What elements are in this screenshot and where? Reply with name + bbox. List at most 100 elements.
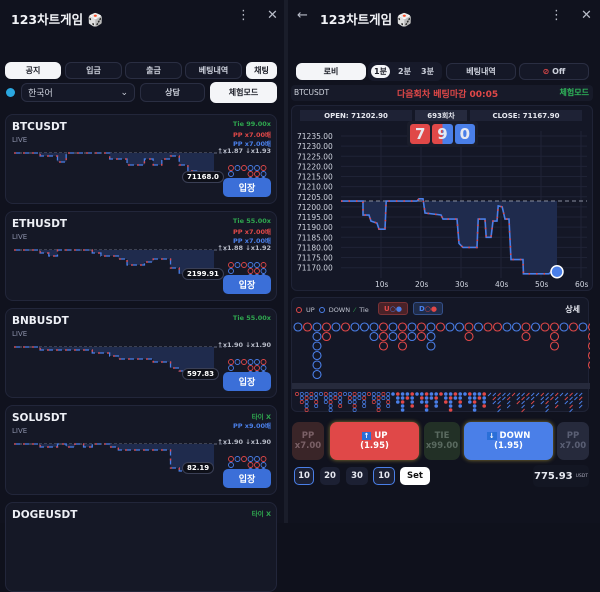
road-bead — [559, 322, 569, 332]
card-odds-line: ↑x1.87 ↓x1.93 — [217, 147, 271, 155]
u-label: U — [384, 304, 390, 313]
road-bead — [473, 322, 484, 332]
road-bead — [312, 350, 322, 361]
card-odds-line: ↑x1.90 ↓x1.90 — [217, 341, 271, 349]
down-predict-button[interactable]: D ○● — [413, 302, 443, 315]
bead-small — [352, 396, 357, 400]
period-1m[interactable]: 1분 — [371, 65, 390, 78]
bead-dot — [482, 396, 486, 400]
bead-slash — [550, 392, 554, 397]
tab-bet-history[interactable]: 베팅내역 — [185, 62, 242, 79]
bead-small — [362, 392, 367, 396]
bead-dot — [396, 392, 400, 396]
dice-icon: 🎲 — [87, 12, 104, 27]
bead-slash — [569, 392, 573, 397]
bead-slash — [502, 396, 506, 401]
more-icon[interactable]: ⋮ — [550, 8, 563, 23]
tab-withdraw[interactable]: 출금 — [125, 62, 182, 79]
enter-button[interactable]: 입장 — [223, 469, 271, 488]
mini-road-bead — [260, 359, 267, 365]
market-card-solusdt: SOLUSDT LIVE 타이 X PP x9.00배 ↑x1.90 ↓x1.90 입장 8… — [5, 405, 277, 495]
card-odds-line: PP x7.00배 — [232, 131, 271, 139]
lobby-button[interactable]: 로비 — [296, 63, 366, 80]
bead-slash — [545, 400, 549, 405]
bead-dot — [410, 400, 414, 404]
bead-slash — [516, 400, 521, 405]
card-price-tag: 82.19 — [182, 462, 215, 474]
language-select[interactable]: 한국어 ⌄ — [21, 83, 135, 102]
bead-slash — [502, 392, 506, 397]
bead-slash — [540, 392, 545, 397]
tie-label: TIE — [434, 431, 450, 441]
tab-notice[interactable]: 공지 — [5, 62, 61, 79]
info-bar: BTCUSDT 다음회차 베팅마감 00:05 체험모드 — [291, 85, 593, 101]
up-bet-button[interactable]: ↑ UP (1.95) — [330, 422, 419, 460]
enter-button[interactable]: 입장 — [223, 275, 271, 294]
pp-left-button[interactable]: PP x7.00 — [292, 422, 324, 460]
back-arrow-icon[interactable]: ← — [297, 8, 308, 23]
chip-10[interactable]: 10 — [294, 467, 314, 485]
enter-button[interactable]: 입장 — [223, 372, 271, 391]
bead-slash — [554, 396, 559, 401]
enter-button[interactable]: 입장 — [223, 178, 271, 197]
bead-small — [386, 396, 391, 400]
consult-button[interactable]: 상담 — [140, 83, 205, 102]
bead-slash — [516, 392, 521, 397]
road-bead — [587, 361, 590, 369]
period-2m[interactable]: 2분 — [398, 67, 411, 76]
bead-dot — [429, 392, 434, 396]
pp-right-button[interactable]: PP x7.00 — [557, 422, 589, 460]
mini-road-bead — [260, 165, 267, 171]
globe-icon — [6, 88, 15, 97]
card-symbol: BNBUSDT — [12, 315, 69, 327]
set-button[interactable]: Set — [400, 467, 430, 485]
road-bead — [321, 331, 332, 342]
bead-slash — [574, 392, 578, 397]
mini-road-bead — [228, 171, 234, 177]
road-bead — [521, 322, 531, 332]
up-predict-button[interactable]: U ○● — [378, 302, 408, 315]
game-title-text: 123차트게임 — [320, 12, 393, 27]
tie-bet-button[interactable]: TIE x99.00 — [424, 422, 460, 460]
game-panel: ← 123차트게임 🎲 ⋮ ✕ 로비 1분 2분 3분 베팅내역 ⊘ Off B… — [288, 0, 600, 523]
tab-chat[interactable]: 채팅 — [246, 62, 277, 79]
period-3m[interactable]: 3분 — [421, 67, 434, 76]
bead-small — [352, 392, 357, 396]
close-icon[interactable]: ✕ — [581, 8, 592, 23]
mini-road-bead — [234, 262, 241, 268]
bead-slash — [497, 392, 501, 397]
down-bet-button[interactable]: ↓ DOWN (1.95) — [464, 422, 553, 460]
card-odds-line: PP x7.00배 — [232, 237, 271, 245]
bead-small — [314, 392, 319, 396]
bead-slash — [497, 400, 501, 405]
tab-deposit[interactable]: 입금 — [65, 62, 122, 79]
x-tick-label: 50s — [535, 280, 549, 289]
bead-slash — [540, 400, 545, 405]
bet-amount[interactable]: 10 — [373, 467, 395, 485]
bead-slash — [559, 392, 564, 397]
app-title-text: 123차트게임 — [11, 12, 84, 27]
bead-small — [309, 396, 314, 400]
demo-mode-button[interactable]: 체험모드 — [210, 82, 277, 103]
mini-road-bead — [234, 359, 241, 365]
bead-dot — [458, 404, 462, 408]
more-icon[interactable]: ⋮ — [237, 8, 250, 23]
bead-small — [323, 396, 328, 400]
arrow-down-icon: ↓ — [486, 432, 497, 440]
sound-toggle[interactable]: ⊘ Off — [519, 63, 589, 80]
bead-slash — [564, 400, 569, 405]
chip-30[interactable]: 30 — [346, 467, 368, 485]
bead-small — [299, 400, 304, 404]
card-sparkline — [14, 249, 226, 275]
bet-history-button[interactable]: 베팅내역 — [446, 63, 516, 80]
mini-road-bead — [247, 171, 254, 177]
mini-road-bead — [254, 171, 260, 177]
bead-slash — [511, 392, 516, 397]
mini-road-bead — [247, 268, 254, 274]
bead-small — [333, 396, 338, 400]
road-bead — [540, 322, 550, 332]
close-icon[interactable]: ✕ — [267, 8, 278, 23]
chip-20[interactable]: 20 — [320, 467, 340, 485]
mini-road-bead — [241, 165, 247, 171]
detail-link[interactable]: 상세 — [565, 305, 580, 314]
